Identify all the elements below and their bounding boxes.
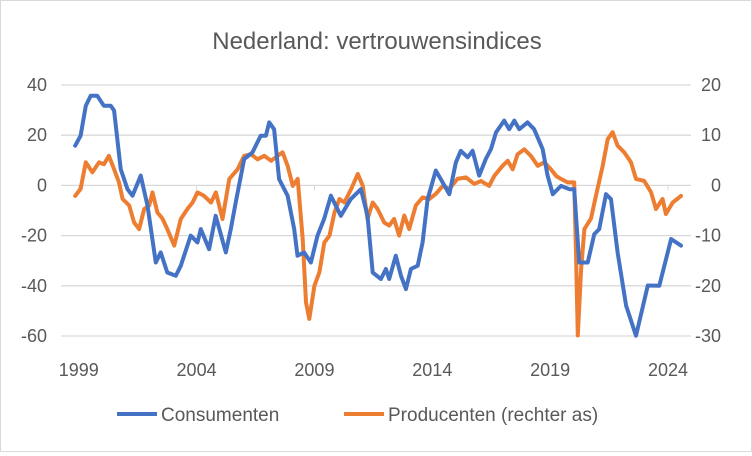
x-axis-tick-label: 2014: [412, 360, 452, 380]
right-axis-tick-label: 0: [711, 175, 721, 195]
right-axis-tick-label: 20: [701, 75, 721, 95]
x-axis-tick-label: 2019: [530, 360, 570, 380]
chart-title: Nederland: vertrouwensindices: [212, 28, 542, 55]
series-line-producenten: [73, 130, 683, 338]
series-lines: [73, 93, 683, 338]
left-axis-tick-label: -20: [21, 226, 47, 246]
right-axis-labels: 20 10 0 -10 -20 -30: [695, 75, 721, 346]
x-axis-tick-label: 2024: [648, 360, 688, 380]
left-axis-tick-label: 20: [27, 125, 47, 145]
left-axis-tick-label: 0: [37, 175, 47, 195]
legend: Consumenten Producenten (rechter as): [117, 405, 598, 426]
left-axis-tick-label: 40: [27, 75, 47, 95]
x-axis-tick-label: 2004: [177, 360, 217, 380]
gridlines: [61, 84, 691, 337]
left-axis-labels: 40 20 0 -20 -40 -60: [21, 75, 47, 346]
right-axis-tick-label: 10: [701, 125, 721, 145]
x-axis-labels: 1999 2004 2009 2014 2019 2024: [59, 360, 688, 380]
legend-label-consumenten: Consumenten: [161, 405, 279, 426]
x-axis-tick-label: 2009: [294, 360, 334, 380]
left-axis-tick-label: -60: [21, 326, 47, 346]
series-line-consumenten: [73, 93, 683, 338]
right-axis-tick-label: -20: [695, 276, 721, 296]
legend-label-producenten: Producenten (rechter as): [388, 405, 598, 426]
right-axis-tick-label: -30: [695, 326, 721, 346]
x-axis-tick-label: 1999: [59, 360, 99, 380]
right-axis-tick-label: -10: [695, 226, 721, 246]
left-axis-tick-label: -40: [21, 276, 47, 296]
